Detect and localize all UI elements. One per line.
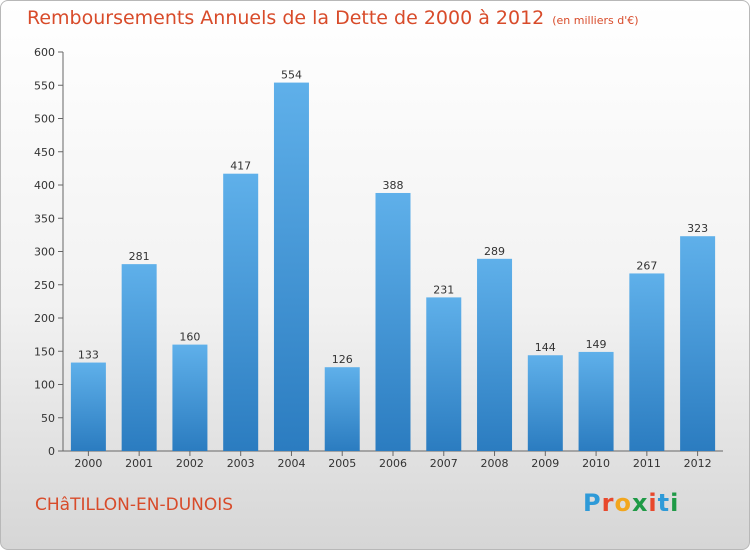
y-tick-label: 0 xyxy=(48,445,55,458)
logo-letter: r xyxy=(601,489,615,517)
logo-letter: P xyxy=(583,489,602,517)
bar xyxy=(578,351,614,451)
bar xyxy=(426,297,462,451)
x-tick-label: 2003 xyxy=(227,457,255,470)
data-label: 133 xyxy=(78,349,99,362)
logo-letter: t xyxy=(657,489,671,517)
x-tick-label: 2004 xyxy=(277,457,305,470)
data-label: 281 xyxy=(129,250,150,263)
x-tick-label: 2001 xyxy=(125,457,153,470)
proxiti-logo[interactable]: Proxiti xyxy=(583,489,679,517)
x-tick-label: 2000 xyxy=(74,457,102,470)
x-tick-label: 2008 xyxy=(481,457,509,470)
logo-letter: o xyxy=(614,489,632,517)
bar xyxy=(375,192,411,452)
y-tick-label: 400 xyxy=(34,179,55,192)
x-tick-label: 2010 xyxy=(582,457,610,470)
x-tick-label: 2007 xyxy=(430,457,458,470)
title-unit: (en milliers d'€) xyxy=(552,14,639,27)
y-tick-label: 500 xyxy=(34,113,55,126)
y-tick-label: 150 xyxy=(34,345,55,358)
x-tick-label: 2011 xyxy=(633,457,661,470)
logo-letter: x xyxy=(631,489,649,517)
y-tick-label: 250 xyxy=(34,279,55,292)
x-tick-label: 2006 xyxy=(379,457,407,470)
data-label: 144 xyxy=(535,341,556,354)
y-tick-label: 350 xyxy=(34,212,55,225)
y-tick-label: 550 xyxy=(34,79,55,92)
bar xyxy=(70,362,106,451)
data-label: 149 xyxy=(586,338,607,351)
bar xyxy=(629,273,665,451)
y-tick-label: 50 xyxy=(41,412,55,425)
data-label: 231 xyxy=(433,283,454,296)
y-tick-label: 100 xyxy=(34,379,55,392)
y-tick-label: 300 xyxy=(34,246,55,259)
y-tick-label: 450 xyxy=(34,146,55,159)
x-tick-label: 2009 xyxy=(531,457,559,470)
data-label: 126 xyxy=(332,353,353,366)
data-label: 323 xyxy=(687,222,708,235)
data-label: 289 xyxy=(484,245,505,258)
y-tick-label: 600 xyxy=(34,46,55,59)
bar xyxy=(121,264,157,451)
bar xyxy=(680,236,716,451)
bar xyxy=(477,258,513,451)
bar xyxy=(324,367,360,451)
x-tick-label: 2005 xyxy=(328,457,356,470)
bar xyxy=(172,344,208,451)
data-label: 554 xyxy=(281,69,302,82)
title-text: Remboursements Annuels de la Dette de 20… xyxy=(27,7,545,29)
x-tick-label: 2002 xyxy=(176,457,204,470)
logo-letter: i xyxy=(670,489,680,517)
commune-name: CHâTILLON-EN-DUNOIS xyxy=(35,495,234,515)
data-label: 160 xyxy=(179,331,200,344)
bar xyxy=(527,355,563,451)
data-label: 417 xyxy=(230,160,251,173)
data-label: 388 xyxy=(383,179,404,192)
data-label: 267 xyxy=(636,259,657,272)
logo-letter: i xyxy=(648,489,658,517)
bar xyxy=(273,82,309,451)
y-tick-label: 200 xyxy=(34,312,55,325)
bar xyxy=(223,173,259,451)
chart-title: Remboursements Annuels de la Dette de 20… xyxy=(27,7,639,29)
x-tick-label: 2012 xyxy=(684,457,712,470)
